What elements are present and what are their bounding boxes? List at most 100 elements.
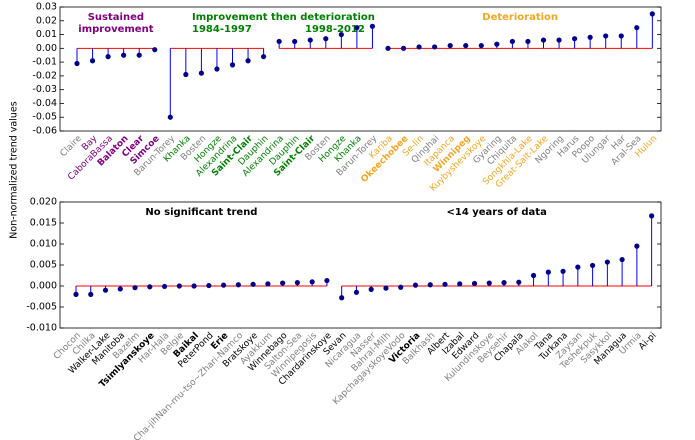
stem-marker — [324, 277, 330, 284]
stem-marker — [416, 44, 422, 50]
stem-marker — [73, 291, 79, 297]
stem-marker — [214, 66, 220, 72]
stem-marker — [442, 281, 448, 287]
stem-marker — [649, 213, 655, 219]
y-tick-label: 0.005 — [30, 260, 57, 271]
y-axis-label: Non-normalized trend values — [9, 101, 20, 238]
y-tick-label: 0.015 — [30, 218, 57, 229]
stem-marker — [152, 47, 158, 53]
stem-marker — [353, 289, 360, 295]
stem-marker — [280, 280, 286, 286]
group-title: No significant trend — [145, 207, 257, 218]
stem-marker — [88, 291, 94, 297]
y-tick-label: 0.00 — [36, 43, 57, 54]
group-title: Improvement then deterioration — [192, 12, 375, 23]
y-tick-label: -0.010 — [26, 323, 57, 334]
plot-frame — [59, 201, 662, 329]
y-tick-label: 0.01 — [36, 29, 57, 40]
stem-marker — [556, 37, 562, 43]
stem-marker — [619, 256, 625, 263]
stem-marker — [486, 280, 492, 286]
group-title: improvement — [78, 24, 153, 35]
stem-marker — [494, 41, 500, 47]
group-title: Sustained — [88, 12, 144, 23]
stem-marker — [369, 23, 376, 29]
y-tick-label: -0.04 — [32, 98, 57, 109]
stem-marker — [604, 259, 610, 265]
stem-marker — [634, 25, 640, 31]
stem-marker — [147, 284, 153, 290]
y-tick-label: 0.03 — [36, 2, 57, 13]
stem-marker — [339, 295, 345, 301]
stem-marker — [167, 114, 173, 120]
stem-marker — [229, 62, 236, 68]
stem-marker — [309, 279, 315, 285]
stem-marker — [261, 54, 267, 60]
stem-marker — [540, 37, 547, 43]
stem-marker — [74, 60, 80, 67]
stem-marker — [89, 58, 96, 64]
stem-marker — [432, 44, 438, 50]
stem-marker — [265, 281, 271, 287]
stem-marker — [250, 281, 256, 287]
stem-marker — [649, 11, 655, 17]
stem-marker — [427, 282, 433, 288]
plot-frame — [59, 6, 662, 132]
stem-marker — [590, 262, 596, 269]
stem-marker — [235, 282, 241, 288]
stem-marker — [478, 42, 484, 49]
stem-marker — [587, 34, 593, 40]
y-tick-label: 0.000 — [30, 281, 57, 292]
stem-marker — [276, 38, 282, 45]
stem-marker — [383, 285, 389, 291]
stem-marker — [198, 70, 204, 76]
stem-marker — [136, 52, 142, 58]
group-title: Deterioration — [482, 12, 558, 23]
y-tick-label: 0.02 — [36, 15, 57, 26]
stem-marker — [530, 272, 537, 279]
stem-marker — [398, 284, 404, 290]
stem-marker — [471, 280, 478, 287]
stem-marker — [575, 264, 581, 270]
stem-marker — [560, 268, 566, 274]
stem-marker — [525, 38, 531, 45]
stem-marker — [501, 280, 507, 286]
stem-marker — [206, 282, 212, 289]
stem-marker — [121, 52, 127, 58]
y-tick-label: -0.005 — [26, 302, 57, 313]
stem-marker — [338, 31, 344, 38]
stem-marker — [183, 71, 189, 78]
stem-marker — [132, 285, 138, 291]
stem-marker — [292, 38, 298, 45]
stem-marker — [618, 33, 624, 39]
group-title: 1984-1997 — [192, 24, 252, 35]
y-tick-label: 0.010 — [30, 239, 57, 250]
stem-marker — [412, 282, 419, 288]
y-tick-label: 0.020 — [30, 197, 57, 208]
stem-marker — [294, 280, 300, 286]
stem-marker — [457, 281, 463, 287]
stem-marker — [117, 286, 123, 292]
stem-marker — [354, 25, 360, 31]
stem-marker — [545, 269, 551, 275]
y-tick-label: -0.02 — [32, 70, 57, 81]
stem-marker — [176, 283, 182, 289]
stem-marker — [603, 33, 609, 39]
y-tick-label: -0.06 — [32, 126, 57, 137]
stem-marker — [572, 36, 578, 42]
stem-marker — [516, 279, 522, 285]
x-tick-label: Ai-pi — [637, 331, 658, 352]
stem-marker — [221, 282, 227, 288]
stem-marker — [161, 283, 168, 290]
stem-marker — [102, 287, 109, 293]
stem-marker — [385, 45, 391, 51]
y-tick-label: -0.03 — [32, 84, 57, 95]
y-tick-label: -0.05 — [32, 112, 57, 123]
y-tick-label: -0.01 — [32, 57, 57, 68]
stem-marker — [509, 38, 515, 45]
stem-marker — [634, 243, 640, 249]
stem-marker — [105, 54, 111, 60]
stem-marker — [400, 45, 407, 51]
group-title: 1998-2012 — [305, 24, 365, 35]
